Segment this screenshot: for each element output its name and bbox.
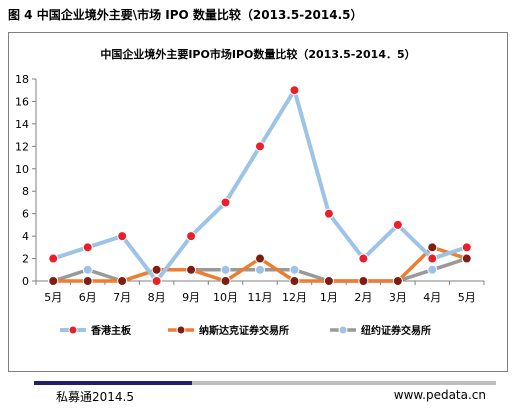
data-point-nyse xyxy=(427,264,438,275)
data-point-hk xyxy=(392,219,403,230)
footer-bar-accent xyxy=(34,381,192,385)
data-point-hk xyxy=(358,253,369,264)
figure-caption: 图 4 中国企业境外主要\市场 IPO 数量比较（2013.5-2014.5） xyxy=(8,8,363,22)
data-point-hk xyxy=(220,197,231,208)
data-point-hk xyxy=(323,208,334,219)
data-point-nyse xyxy=(82,264,93,275)
x-tick-label: 11月 xyxy=(248,291,273,304)
data-point-nasdaq xyxy=(151,264,162,275)
y-tick-label: 8 xyxy=(22,185,29,198)
x-tick-label: 3月 xyxy=(389,291,407,304)
y-tick-label: 6 xyxy=(22,208,29,221)
data-point-hk xyxy=(255,141,265,152)
footer-bar xyxy=(192,381,496,385)
data-point-hk xyxy=(82,242,93,253)
data-point-nasdaq xyxy=(392,276,403,286)
y-tick-label: 0 xyxy=(22,275,29,288)
series-line-nasdaq xyxy=(53,245,468,283)
y-tick-label: 12 xyxy=(15,140,29,153)
data-point-hk xyxy=(48,253,59,264)
data-point-nasdaq xyxy=(186,264,197,275)
y-tick-label: 2 xyxy=(22,253,29,266)
x-tick-label: 10月 xyxy=(213,291,238,304)
x-tick-label: 9月 xyxy=(182,291,200,304)
data-point-nasdaq xyxy=(358,276,369,286)
x-tick-label: 5月 xyxy=(44,291,62,304)
footer-website: www.pedata.cn xyxy=(393,388,486,402)
legend-swatch-marker-nasdaq xyxy=(176,325,186,335)
data-point-nasdaq xyxy=(255,253,265,264)
chart-title: 中国企业境外主要IPO市场IPO数量比较（2013.5-2014．5） xyxy=(100,47,415,61)
x-tick-label: 5月 xyxy=(458,291,476,304)
data-point-hk xyxy=(117,231,128,242)
data-point-nasdaq xyxy=(82,276,93,286)
y-tick-label: 18 xyxy=(15,73,29,86)
data-point-nasdaq xyxy=(48,276,59,286)
data-point-hk xyxy=(461,242,472,253)
legend-label-hk: 香港主板 xyxy=(91,324,132,337)
data-point-nasdaq xyxy=(323,276,334,286)
series-line-hk xyxy=(52,88,468,283)
data-point-nasdaq xyxy=(289,276,300,286)
chart-frame xyxy=(8,32,508,372)
data-point-hk xyxy=(151,276,162,286)
line-chart: 中国企业境外主要IPO市场IPO数量比较（2013.5-2014．5） 0 2 4 6 8… xyxy=(15,47,485,337)
y-tick-label: 10 xyxy=(15,163,29,176)
legend-label-nasdaq: 纳斯达克证券交易所 xyxy=(199,324,289,337)
y-tick-label: 16 xyxy=(15,95,29,108)
legend-swatch-marker-nyse xyxy=(338,325,348,335)
data-point-hk xyxy=(186,231,197,242)
legend-swatch-marker-hk xyxy=(68,325,78,335)
x-tick-label: 12月 xyxy=(282,291,307,304)
data-point-hk xyxy=(427,253,438,264)
footer-source: 私募通2014.5 xyxy=(56,390,134,404)
x-tick-label: 1月 xyxy=(320,291,338,304)
data-point-nasdaq xyxy=(461,253,472,264)
y-tick-label: 4 xyxy=(22,230,29,243)
x-tick-label: 6月 xyxy=(79,291,97,304)
data-point-nasdaq xyxy=(220,276,231,286)
x-tick-label: 7月 xyxy=(113,291,131,304)
x-tick-label: 2月 xyxy=(354,291,372,304)
data-point-nasdaq xyxy=(117,276,128,286)
data-point-nyse xyxy=(220,264,231,275)
data-point-hk xyxy=(289,85,300,96)
data-point-nyse xyxy=(255,264,265,275)
x-tick-label: 8月 xyxy=(148,291,166,304)
x-tick-label: 4月 xyxy=(423,291,441,304)
legend-label-nyse: 纽约证券交易所 xyxy=(361,324,431,337)
data-point-nyse xyxy=(289,264,300,275)
y-tick-label: 14 xyxy=(15,118,29,131)
data-point-nasdaq xyxy=(427,242,438,253)
